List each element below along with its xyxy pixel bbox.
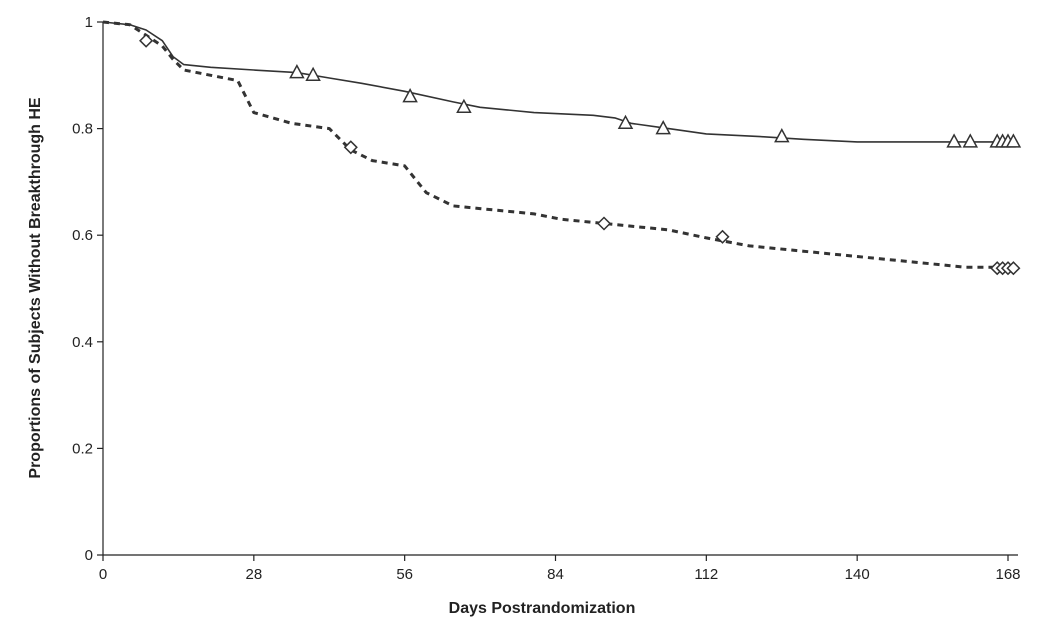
x-tick-label: 0	[99, 566, 107, 583]
series-1-triangle-marker	[617, 114, 634, 130]
series-2-line	[102, 20, 1014, 269]
series-1-triangle-marker	[946, 133, 962, 148]
series-1-triangle-marker	[774, 128, 790, 143]
series-2-diamond-marker	[1006, 261, 1021, 276]
y-tick-label: 0	[85, 547, 93, 564]
y-ticks: 0 0.2 0.4 0.6 0.8 1	[72, 14, 103, 564]
series-1-triangle-marker	[289, 64, 305, 79]
x-tick-label: 168	[995, 566, 1020, 583]
series-2-diamond-marker	[343, 140, 358, 155]
y-tick-label: 0.2	[72, 440, 93, 457]
x-tick-label: 140	[845, 566, 870, 583]
series-1-triangle-marker	[402, 88, 418, 103]
series-1-triangle-marker	[305, 66, 321, 82]
x-tick-label: 28	[245, 566, 262, 583]
series-layer	[102, 20, 1022, 276]
series-1-triangle-marker	[456, 98, 472, 114]
y-axis-title: Proportions of Subjects Without Breakthr…	[27, 97, 44, 479]
x-tick-label: 112	[694, 566, 718, 583]
series-1-triangle-marker	[1005, 133, 1022, 148]
series-1-line	[102, 21, 1014, 143]
series-1-solid	[102, 21, 1022, 148]
series-2-dashed	[102, 20, 1021, 276]
series-2-diamond-marker	[596, 216, 612, 231]
series-1-triangle-marker	[655, 120, 671, 135]
x-tick-label: 84	[547, 566, 564, 583]
y-tick-label: 1	[85, 14, 93, 31]
x-tick-label: 56	[396, 566, 413, 583]
series-1-triangle-marker	[962, 133, 979, 148]
y-tick-label: 0.4	[72, 334, 93, 351]
y-tick-label: 0.6	[72, 227, 93, 244]
series-2-diamond-marker	[139, 33, 154, 48]
x-ticks: 0 28 56 84 112 140 168	[99, 555, 1021, 583]
x-axis-title: Days Postrandomization	[449, 600, 636, 617]
series-2-diamond-marker	[715, 229, 730, 244]
y-tick-label: 0.8	[72, 121, 93, 138]
